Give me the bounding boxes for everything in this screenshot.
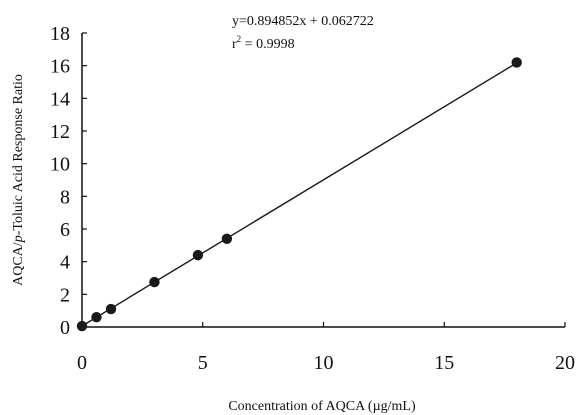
data-point [76, 320, 88, 332]
data-point [105, 303, 117, 315]
data-points [76, 57, 522, 332]
y-axis-title: AQCA/p-Toluic Acid Response Ratio [11, 74, 26, 286]
y-tick-label: 6 [60, 219, 70, 241]
y-axis-title-part-1: AQCA/ [11, 242, 26, 286]
y-tick-label: 12 [50, 121, 70, 143]
x-tick-label: 0 [77, 352, 87, 374]
y-tick-label: 8 [60, 186, 70, 208]
y-axis-title-part-3: -Toluic Acid Response Ratio [11, 74, 26, 235]
data-point [91, 312, 102, 323]
y-tick-label: 18 [50, 23, 70, 45]
data-point [149, 276, 160, 288]
y-tick-label: 16 [50, 56, 70, 78]
y-tick-label: 4 [60, 252, 70, 274]
r-squared-value: = 0.9998 [241, 37, 294, 52]
y-ticks: 0 2 4 6 8 10 12 14 16 18 [50, 23, 87, 339]
data-point [192, 249, 204, 261]
plot-area: 0 5 10 15 20 0 2 4 6 8 10 12 14 16 18 [50, 23, 575, 374]
r-squared-prefix: r [232, 37, 237, 52]
y-tick-label: 2 [60, 284, 70, 306]
y-tick-label: 14 [50, 88, 70, 110]
x-tick-label: 20 [555, 352, 575, 374]
x-axis-title: Concentration of AQCA (µg/mL) [228, 399, 416, 414]
data-point [511, 57, 522, 68]
x-tick-label: 10 [314, 352, 334, 374]
x-ticks: 0 5 10 15 20 [77, 322, 575, 374]
data-point [221, 233, 233, 244]
regression-line [81, 62, 518, 327]
y-tick-label: 0 [60, 317, 70, 339]
x-tick-label: 5 [198, 352, 208, 374]
r-squared-superscript: 2 [237, 34, 242, 44]
equation-text: y=0.894852x + 0.062722 [232, 14, 374, 29]
r-squared-text: r2 = 0.9998 [232, 34, 295, 52]
y-axis-title-part-2: p [11, 235, 26, 243]
y-tick-label: 10 [50, 154, 70, 176]
x-tick-label: 15 [434, 352, 454, 374]
